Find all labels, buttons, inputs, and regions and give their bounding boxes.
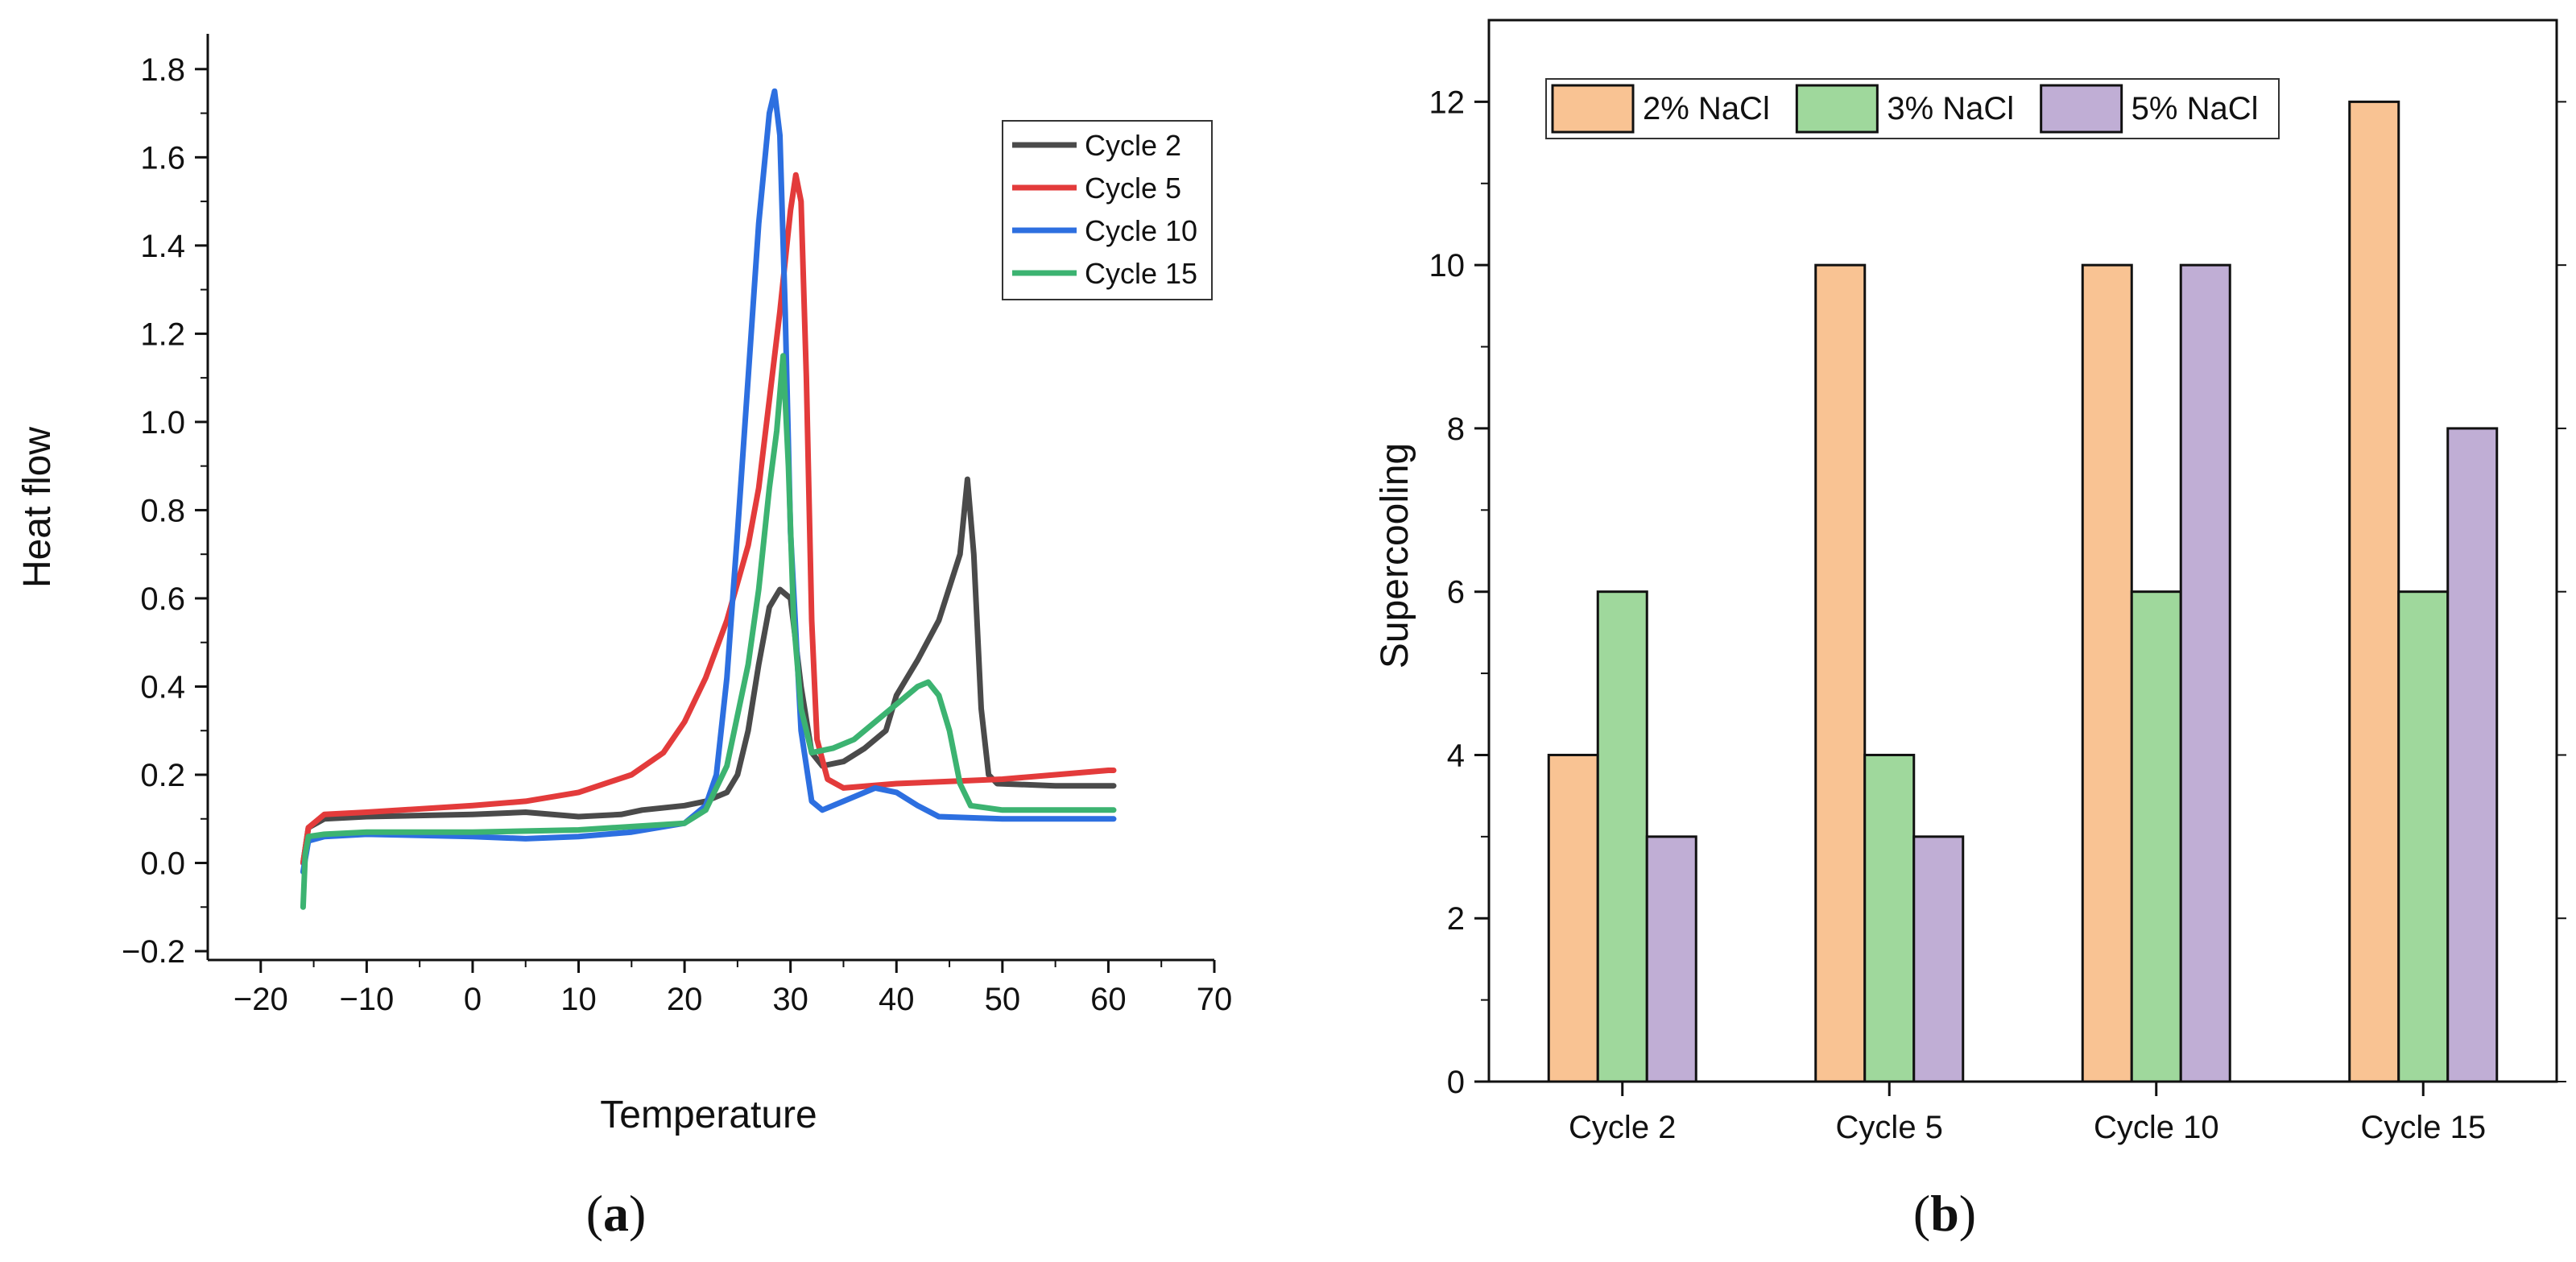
panel-a-axes — [206, 34, 1214, 962]
panel-a-x-tick-label: 30 — [772, 982, 808, 1017]
panel-b-bar — [2081, 263, 2133, 1083]
panel-a-legend-box — [1002, 120, 1213, 300]
panel-b-axes — [1487, 19, 2558, 1083]
panel-b-y-tick-label: 8 — [1447, 412, 1465, 447]
panel-a-y-tick-label: −0.2 — [122, 934, 185, 970]
panel-a-series-line-3 — [300, 88, 1117, 875]
panel-b-bar — [1814, 263, 1867, 1083]
panel-b-x-tick-label: Cycle 15 — [2360, 1110, 2486, 1145]
panel-b-frame — [1487, 19, 2558, 1083]
panel-b-bar — [2446, 427, 2499, 1083]
panel-a-y-tick-label: 0.8 — [140, 493, 185, 528]
panel-a-x-axis-title: Temperature — [600, 1094, 817, 1136]
panel-b-bar — [1547, 753, 1599, 1083]
panel-a-x-tick-label: 50 — [985, 982, 1021, 1017]
panel-b-bar — [2397, 590, 2450, 1083]
panel-b-ticks: 0 2 4 6 8 10 12 Cycle 2 Cycle 5 Cycle 10 Cycle 15 — [1429, 85, 2566, 1145]
panel-b-x-tick-label: Cycle 5 — [1836, 1110, 1943, 1145]
panel-b-bar — [1863, 753, 1916, 1083]
panel-a-y-tick-label: 1.4 — [140, 229, 185, 264]
panel-a-x-tick-label: −10 — [339, 982, 394, 1017]
panel-a-y-tick-label: 1.0 — [140, 405, 185, 441]
panel-b-y-axis-title: Supercooling — [1374, 443, 1416, 668]
panel-a-y-tick-label: 0.4 — [140, 669, 185, 705]
panel-b-x-tick-label: Cycle 10 — [2094, 1110, 2219, 1145]
panel-b-y-tick-label: 0 — [1447, 1065, 1465, 1100]
panel-b-bar — [1596, 590, 1648, 1083]
panel-a-x-tick-label: 0 — [464, 982, 482, 1017]
panel-a-x-tick-label: 40 — [879, 982, 915, 1017]
panel-b-bar — [2348, 100, 2400, 1083]
panel-a-y-axis-title: Heat flow — [16, 427, 59, 588]
panel-a-y-tick-label: 1.8 — [140, 52, 185, 88]
panel-a-y-tick-label: 1.6 — [140, 140, 185, 176]
panel-a-series-line-4 — [300, 353, 1117, 910]
panel-a-x-tick-label: −20 — [234, 982, 288, 1017]
panel-b-legend-swatch — [1795, 84, 1879, 134]
panel-b-bars — [1547, 100, 2499, 1083]
panel-b-legend-swatch — [1551, 84, 1635, 134]
panel-b-bar — [1645, 835, 1697, 1083]
panel-a-series-line-2 — [300, 172, 1117, 866]
panel-a-label: (a) — [586, 1185, 647, 1242]
panel-b-legend: 2% NaCl 3% NaCl 5% NaCl — [1545, 78, 2280, 139]
panel-a-legend-label: Cycle 5 — [1085, 172, 1181, 205]
panel-b-y-tick-label: 6 — [1447, 575, 1465, 610]
panel-b-x-tick-label: Cycle 2 — [1569, 1110, 1676, 1145]
panel-a-y-tick-label: 0.2 — [140, 758, 185, 793]
panel-a-ticks: −20 −10 0 10 20 30 40 50 60 70 −0.2 0.0 0.2 0.4 0.6 0.8… — [122, 52, 1232, 1017]
panel-b-legend-label: 3% NaCl — [1887, 91, 2014, 126]
panel-b-legend-label: 2% NaCl — [1643, 91, 1770, 126]
panel-b-bar — [2179, 263, 2231, 1083]
panel-b-legend-swatch — [2040, 84, 2123, 134]
panel-a-x-tick-label: 10 — [560, 982, 597, 1017]
panel-b-bar — [1912, 835, 1965, 1083]
panel-a-legend: Cycle 2 Cycle 5 Cycle 10 Cycle 15 — [1002, 120, 1213, 300]
panel-a-legend-label: Cycle 10 — [1085, 214, 1197, 247]
panel-a-y-tick-label: 1.2 — [140, 317, 185, 352]
panel-b-y-tick-label: 10 — [1429, 248, 1466, 283]
panel-a-x-tick-label: 70 — [1197, 982, 1233, 1017]
panel-a-legend-label: Cycle 2 — [1085, 129, 1181, 162]
panel-b-legend-label: 5% NaCl — [2132, 91, 2259, 126]
panel-b-y-tick-label: 12 — [1429, 85, 1466, 120]
panel-b-y-tick-label: 4 — [1447, 738, 1465, 773]
panel-b-label: (b) — [1913, 1185, 1976, 1242]
panel-b-legend-box — [1545, 78, 2280, 139]
panel-a-y-tick-label: 0.0 — [140, 846, 185, 882]
panel-b-bar — [2130, 590, 2182, 1083]
panel-a-x-tick-label: 20 — [667, 982, 703, 1017]
panel-a-legend-label: Cycle 15 — [1085, 257, 1197, 290]
panel-b-y-tick-label: 2 — [1447, 901, 1465, 937]
panel-a-x-tick-label: 60 — [1090, 982, 1127, 1017]
panel-a-y-tick-label: 0.6 — [140, 581, 185, 617]
panel-a-line-chart: −20 −10 0 10 20 30 40 50 60 70 −0.2 0.0 0.2 0.4 0.6 0.8… — [16, 34, 1232, 1242]
panel-a-series — [300, 88, 1117, 910]
